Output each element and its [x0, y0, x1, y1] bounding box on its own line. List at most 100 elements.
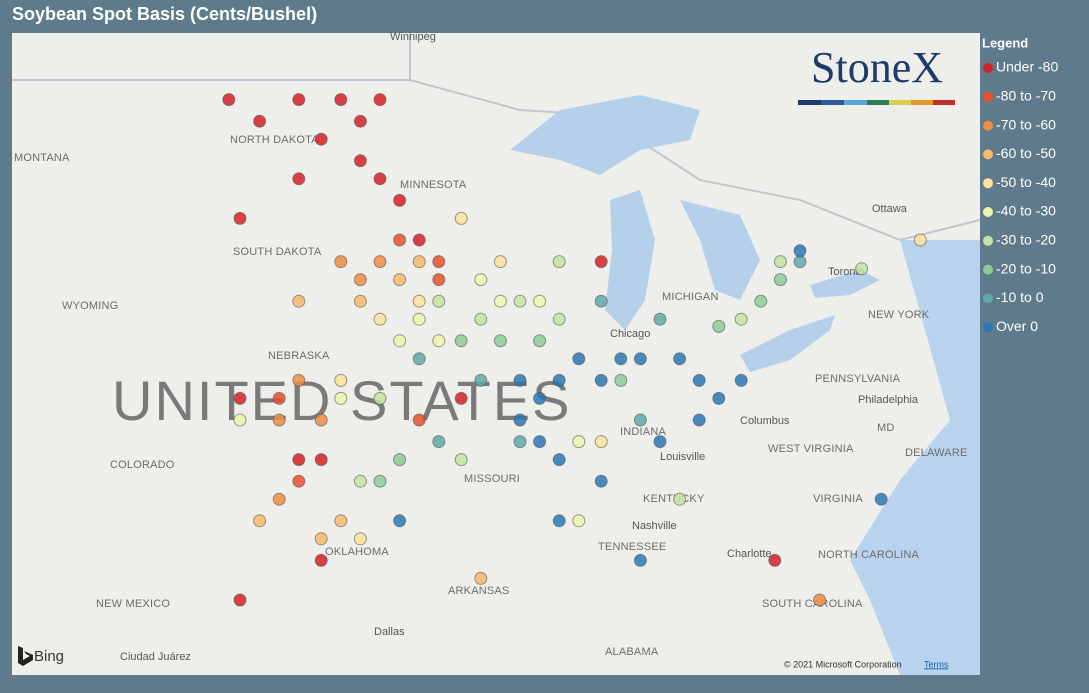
- basis-point: [412, 255, 426, 269]
- map-label: NEBRASKA: [268, 350, 330, 362]
- basis-point: [334, 373, 348, 387]
- lake-superior: [510, 95, 700, 175]
- basis-point: [552, 373, 566, 387]
- basis-point: [653, 435, 667, 449]
- map-label: Nashville: [632, 520, 677, 532]
- basis-point: [692, 373, 706, 387]
- basis-point: [292, 294, 306, 308]
- map-label: Philadelphia: [858, 394, 919, 406]
- basis-point: [334, 514, 348, 528]
- basis-point: [533, 435, 547, 449]
- basis-point: [673, 492, 687, 506]
- basis-point: [552, 514, 566, 528]
- basis-point: [474, 273, 488, 287]
- basis-point: [233, 211, 247, 225]
- basis-point: [292, 373, 306, 387]
- map-label: NORTH DAKOTA: [230, 134, 319, 146]
- basis-point: [292, 172, 306, 186]
- legend-swatch: [983, 178, 993, 189]
- basis-point: [594, 294, 608, 308]
- terms-link[interactable]: Terms: [924, 659, 949, 669]
- basis-point: [272, 492, 286, 506]
- map-label: Chicago: [610, 328, 650, 340]
- legend-label: -70 to -60: [996, 116, 1056, 132]
- basis-point: [373, 172, 387, 186]
- basis-point: [673, 352, 687, 366]
- basis-point: [913, 233, 927, 247]
- legend-swatch: [983, 293, 993, 304]
- basis-point: [513, 413, 527, 427]
- basis-point: [633, 553, 647, 567]
- basis-point: [493, 255, 507, 269]
- map-label: Columbus: [740, 415, 790, 427]
- basis-point: [272, 413, 286, 427]
- basis-point: [855, 262, 869, 276]
- basis-point: [493, 294, 507, 308]
- basis-point: [314, 453, 328, 467]
- map-label: PENNSYLVANIA: [815, 373, 901, 385]
- basis-point: [594, 435, 608, 449]
- basis-point: [412, 352, 426, 366]
- legend-swatch: [983, 322, 993, 333]
- legend-label: -60 to -50: [996, 145, 1056, 161]
- basis-point: [712, 391, 726, 405]
- basis-point: [272, 391, 286, 405]
- basis-point: [474, 312, 488, 326]
- map-label: Ottawa: [872, 203, 908, 215]
- basis-point: [614, 352, 628, 366]
- basis-point: [533, 391, 547, 405]
- basis-point: [734, 373, 748, 387]
- basis-point: [373, 391, 387, 405]
- basis-point: [353, 532, 367, 546]
- legend-swatch: [983, 207, 993, 217]
- basis-point: [393, 193, 407, 207]
- legend-swatch: [983, 235, 993, 246]
- basis-point: [412, 294, 426, 308]
- basis-point: [412, 233, 426, 247]
- basis-point: [222, 93, 236, 107]
- basis-point: [533, 334, 547, 348]
- basis-point: [292, 93, 306, 107]
- map-label: DELAWARE: [905, 447, 968, 459]
- basis-point: [572, 435, 586, 449]
- basis-point: [474, 571, 488, 585]
- map-label: Dallas: [374, 626, 405, 638]
- map-label: Charlotte: [727, 548, 772, 560]
- basis-point: [393, 233, 407, 247]
- map-label: WEST VIRGINIA: [768, 443, 854, 455]
- legend-swatch: [983, 120, 993, 131]
- lake-michigan: [605, 190, 655, 330]
- basis-point: [474, 373, 488, 387]
- basis-point: [552, 453, 566, 467]
- basis-point: [373, 93, 387, 107]
- basis-point: [594, 373, 608, 387]
- basis-point: [454, 391, 468, 405]
- title: Soybean Spot Basis (Cents/Bushel): [12, 4, 317, 24]
- basis-point: [412, 312, 426, 326]
- legend-swatch: [983, 91, 993, 102]
- basis-point: [552, 312, 566, 326]
- basis-point: [773, 273, 787, 287]
- basis-point: [754, 294, 768, 308]
- basis-point: [353, 294, 367, 308]
- map-label: SOUTH CAROLINA: [762, 598, 863, 610]
- map-label: COLORADO: [110, 459, 175, 471]
- map-label: Louisville: [660, 451, 705, 463]
- map: Winnipeg MONTANA NORTH DAKOTA MINNESOTA …: [12, 31, 981, 675]
- map-label: MICHIGAN: [662, 291, 719, 303]
- basis-point: [233, 391, 247, 405]
- legend-label: -50 to -40: [996, 174, 1056, 190]
- legend-label: -40 to -30: [996, 203, 1056, 219]
- basis-point: [454, 453, 468, 467]
- map-label: ALABAMA: [605, 646, 659, 658]
- basis-point: [334, 93, 348, 107]
- basis-point: [432, 334, 446, 348]
- basis-point: [793, 244, 807, 258]
- basis-point: [594, 255, 608, 269]
- basis-point: [454, 334, 468, 348]
- lake-ontario: [810, 270, 880, 298]
- map-label: TENNESSEE: [598, 541, 666, 553]
- basis-point: [734, 312, 748, 326]
- basis-point: [773, 255, 787, 269]
